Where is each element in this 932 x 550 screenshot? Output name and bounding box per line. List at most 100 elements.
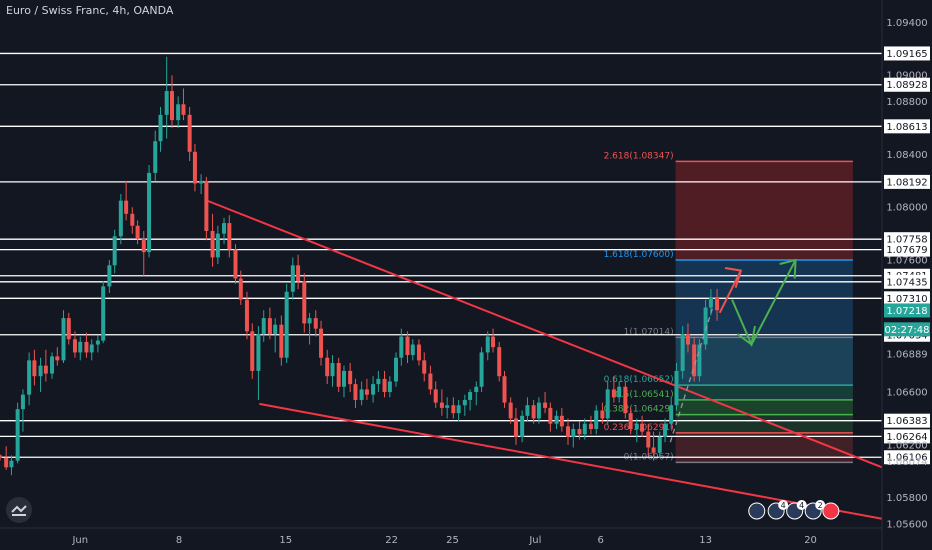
candle (9, 455, 14, 476)
candle-body (669, 405, 674, 424)
candle-body (462, 399, 467, 406)
candle-body (646, 431, 651, 448)
fib-level-label: 1(1.07014) (624, 327, 674, 337)
candle-body (181, 104, 186, 115)
candle-body (256, 333, 261, 371)
candle-body (78, 341, 83, 353)
candle-body (89, 344, 94, 353)
candle-body (141, 238, 146, 253)
candle-body (657, 436, 662, 453)
candle-body (685, 333, 690, 345)
candle-body (536, 402, 541, 419)
candle-body (513, 418, 518, 437)
price-tick-label: 1.07435 (886, 277, 927, 288)
candle (371, 376, 376, 403)
arrowhead-icon (724, 266, 743, 289)
candle-body (118, 200, 123, 237)
candle-body (112, 236, 117, 266)
candle (290, 257, 295, 300)
candle-body (187, 114, 192, 152)
price-tick-label: 1.06600 (886, 388, 927, 399)
candle (101, 281, 106, 344)
event-markers[interactable]: 4 4 2 (748, 500, 840, 520)
horizontal-levels[interactable] (0, 52, 882, 458)
candle-body (364, 389, 369, 395)
candle-body (307, 318, 312, 324)
time-tick-label: 22 (385, 535, 398, 546)
candle-body (479, 352, 484, 387)
trendline[interactable] (259, 402, 883, 520)
candle (169, 75, 174, 129)
candle (89, 339, 94, 361)
candle (72, 331, 77, 358)
candle (594, 405, 599, 435)
candle-body (634, 423, 639, 429)
candle (215, 225, 220, 264)
price-tick-label: 1.06200 (886, 440, 927, 451)
trendline[interactable] (206, 199, 883, 469)
candle-body (588, 423, 593, 429)
candle (244, 291, 249, 340)
candle-body (164, 91, 169, 115)
candle-body (531, 405, 536, 419)
candle (680, 326, 685, 379)
candle (124, 180, 129, 221)
candle-body (371, 384, 376, 395)
candle (376, 370, 381, 393)
trendlines[interactable] (206, 199, 883, 520)
candle-body (267, 318, 272, 334)
candle (697, 339, 702, 382)
economic-event-icon[interactable] (748, 502, 766, 520)
event-count-badge (815, 500, 826, 510)
candle (66, 312, 71, 345)
candle-body (376, 378, 381, 385)
candle (588, 415, 593, 435)
candle (95, 335, 100, 353)
candle-body (319, 328, 324, 358)
economic-event-flag-icon[interactable] (822, 502, 840, 520)
candle-body (382, 378, 387, 393)
candle-body (497, 347, 502, 377)
candle (651, 431, 656, 461)
level-price-tag (884, 274, 930, 289)
price-tick-label: 1.06074 (886, 457, 927, 468)
price-tick-label: 1.06383 (886, 416, 927, 427)
candle (4, 446, 9, 470)
bullish-projection-arrow[interactable] (718, 270, 742, 314)
candle (462, 394, 467, 416)
candle (543, 392, 548, 414)
candle (646, 423, 651, 456)
candle (141, 231, 146, 276)
projection-arrows[interactable] (669, 258, 797, 443)
time-tick-label: Jul (528, 535, 541, 546)
candle (559, 407, 564, 432)
price-tick-label: 1.09400 (886, 18, 927, 29)
candle-body (27, 360, 32, 395)
candle (422, 352, 427, 382)
price-tick-label: 1.06889 (886, 349, 927, 360)
event-count-label: 2 (818, 501, 823, 510)
candle (181, 88, 186, 121)
candle (364, 378, 369, 400)
candle (715, 289, 720, 321)
dashed-projection-line (669, 307, 714, 443)
candle-body (359, 389, 364, 400)
candle-body (325, 357, 330, 377)
candle-body (210, 231, 215, 258)
tradingview-logo-icon[interactable] (6, 497, 32, 523)
candles (0, 56, 720, 476)
candle (107, 260, 112, 294)
price-tick-label: 1.07600 (886, 256, 927, 267)
candle-body (554, 415, 559, 424)
candle (502, 370, 507, 408)
candle-body (543, 402, 548, 408)
price-tick-label: 1.06264 (886, 432, 927, 443)
candle-body (651, 447, 656, 453)
candle (27, 352, 32, 406)
candle (577, 421, 582, 440)
time-axis[interactable]: Jun 8 15 22 25 Jul 6 13 20 (0, 527, 882, 546)
candle (491, 328, 496, 353)
candle-body (428, 373, 433, 390)
